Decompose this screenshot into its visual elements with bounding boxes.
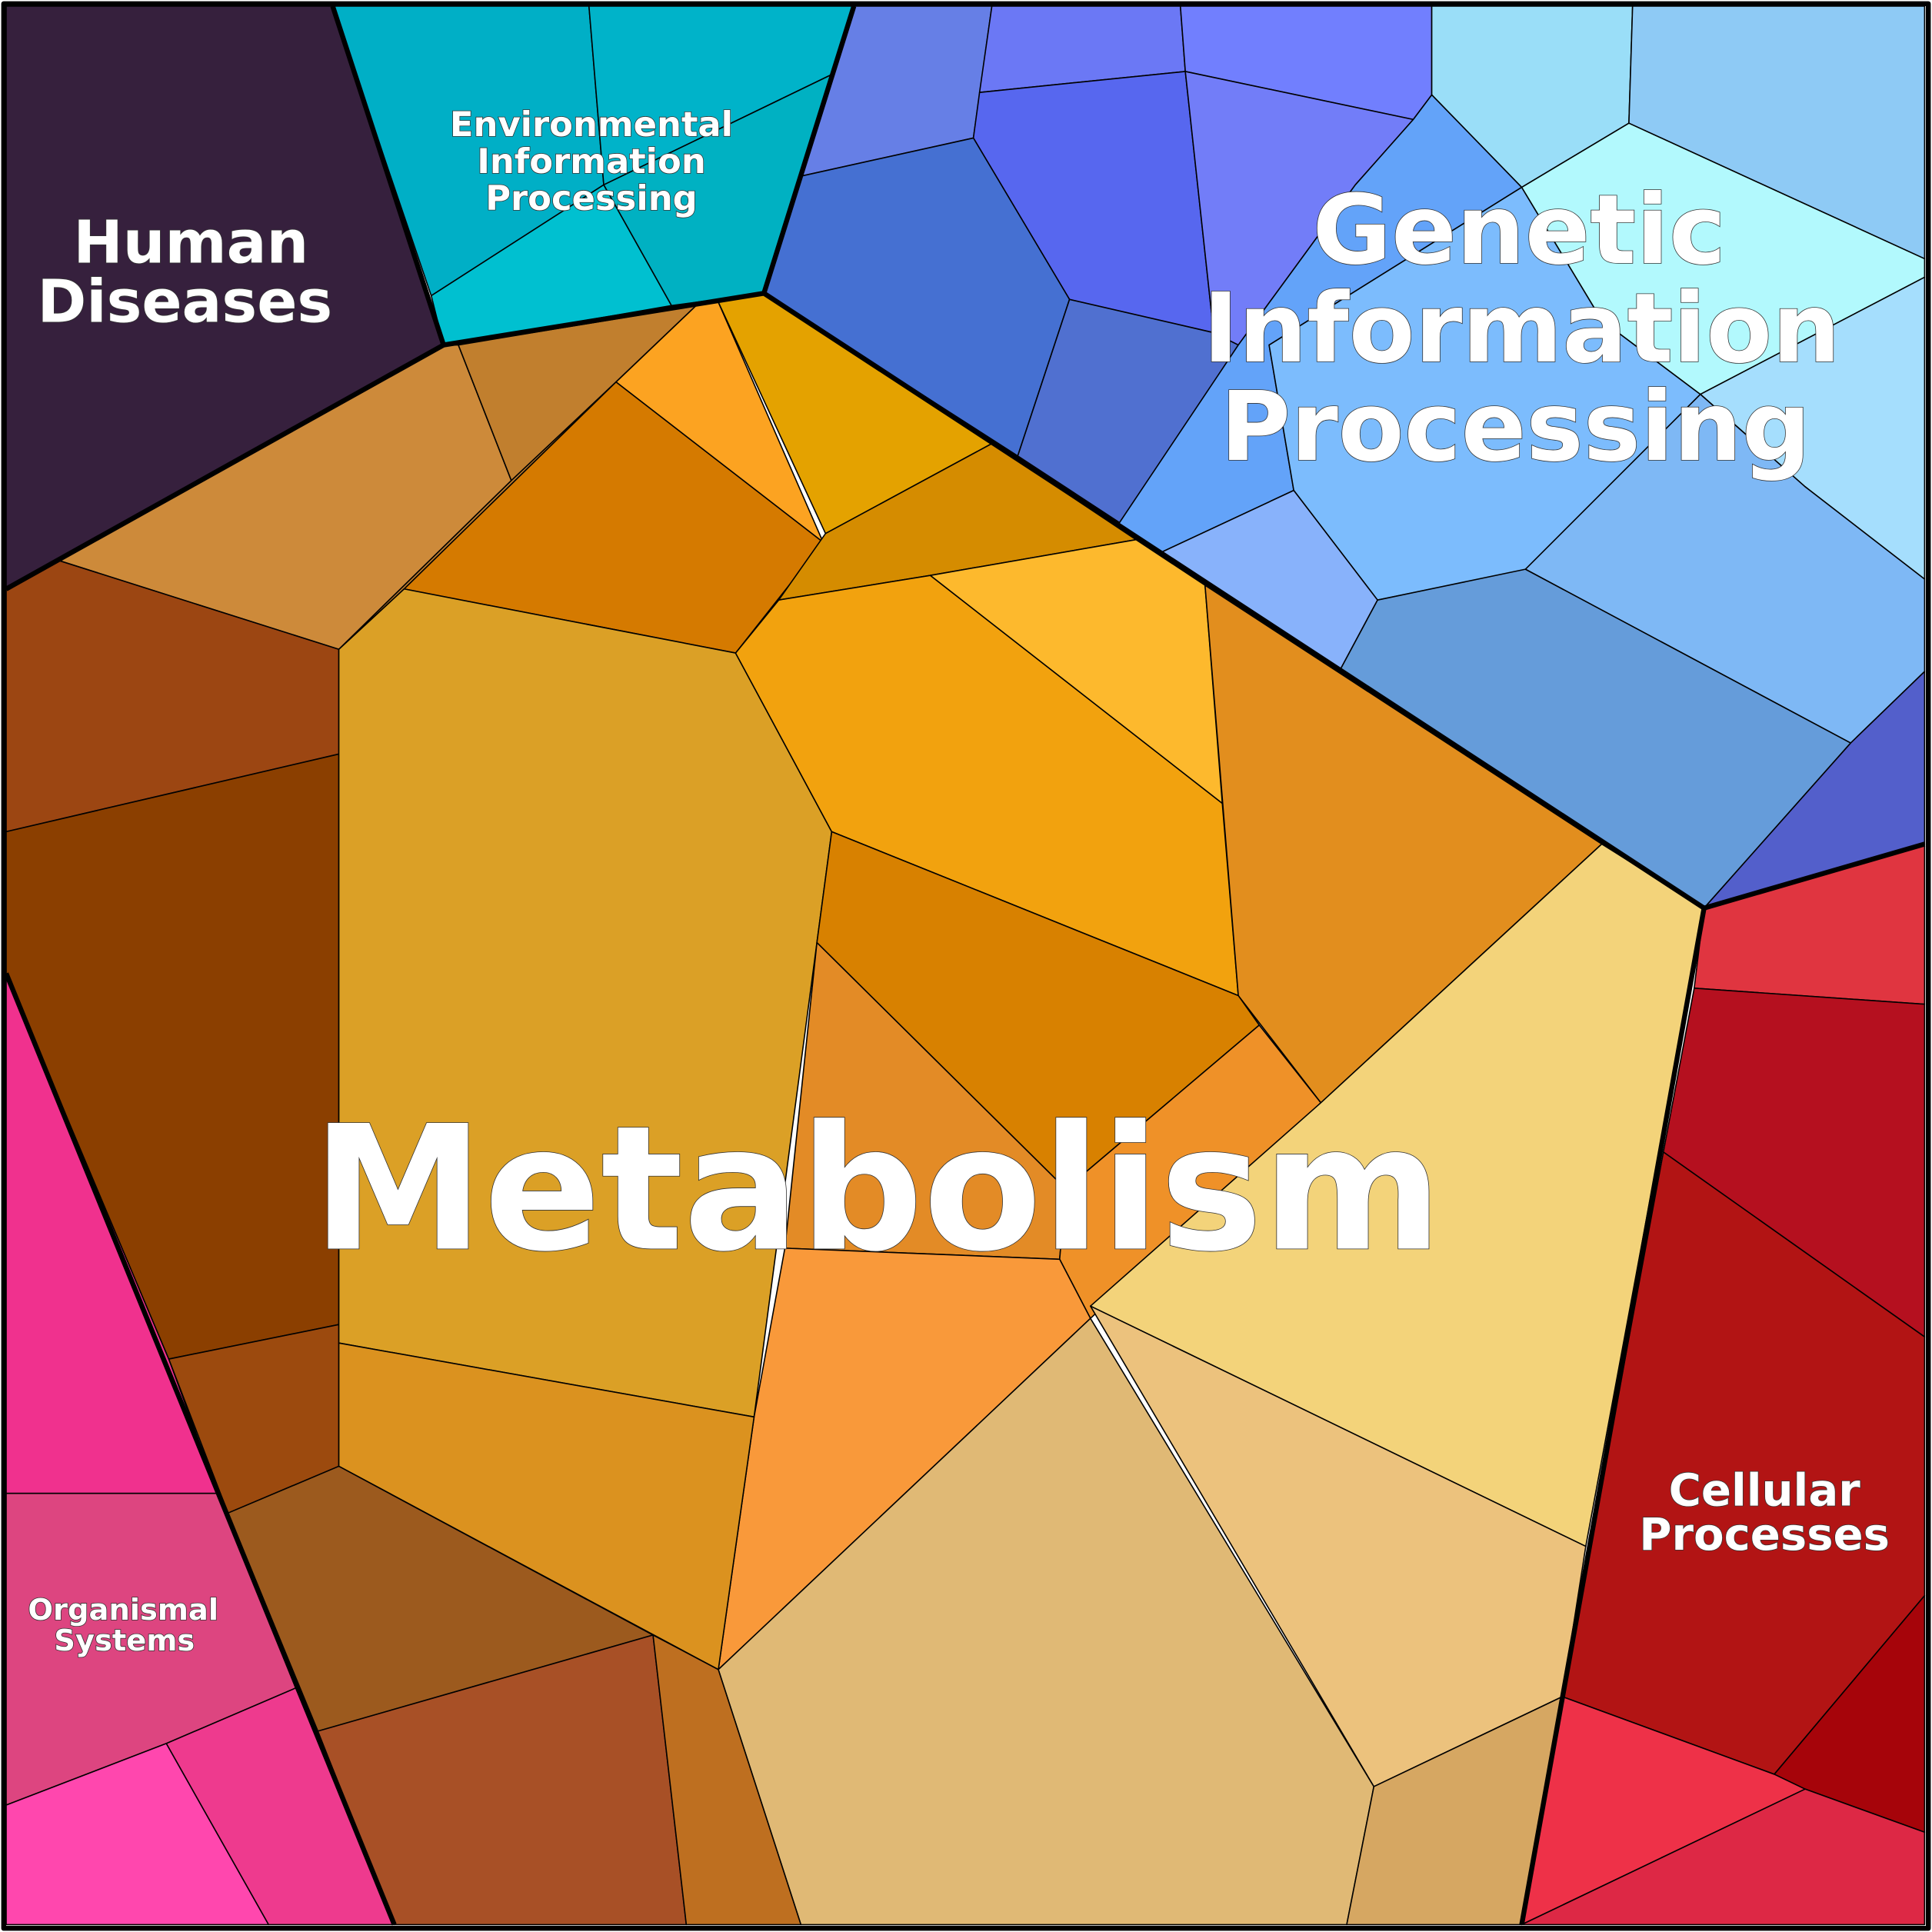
region-border	[5, 342, 445, 591]
region-border	[1519, 908, 1707, 1925]
region-label: Environmental	[450, 104, 733, 145]
labels: Human Diseases Environmental Information…	[28, 103, 1890, 1659]
region-border	[762, 291, 1926, 911]
region-label: Metabolism	[312, 1089, 1442, 1290]
region-label: Information	[477, 141, 706, 182]
region-label: Processing	[1221, 371, 1811, 483]
region-label: Cellular	[1669, 1464, 1861, 1516]
region-label: Genetic	[1313, 175, 1727, 286]
cells	[5, 5, 1926, 1926]
region-label: Systems	[54, 1624, 195, 1658]
region-border	[330, 5, 857, 348]
cell	[652, 1634, 802, 1926]
region-label: Processing	[485, 178, 698, 218]
region-label: Human	[73, 208, 308, 277]
region-label: Diseases	[38, 268, 333, 336]
region-border	[4, 972, 397, 1926]
region-label: Information	[1203, 273, 1840, 385]
cell	[338, 588, 833, 1418]
region-label: Processes	[1639, 1508, 1890, 1561]
region-label: Organismal	[28, 1593, 218, 1627]
cell	[1521, 1788, 1926, 1926]
